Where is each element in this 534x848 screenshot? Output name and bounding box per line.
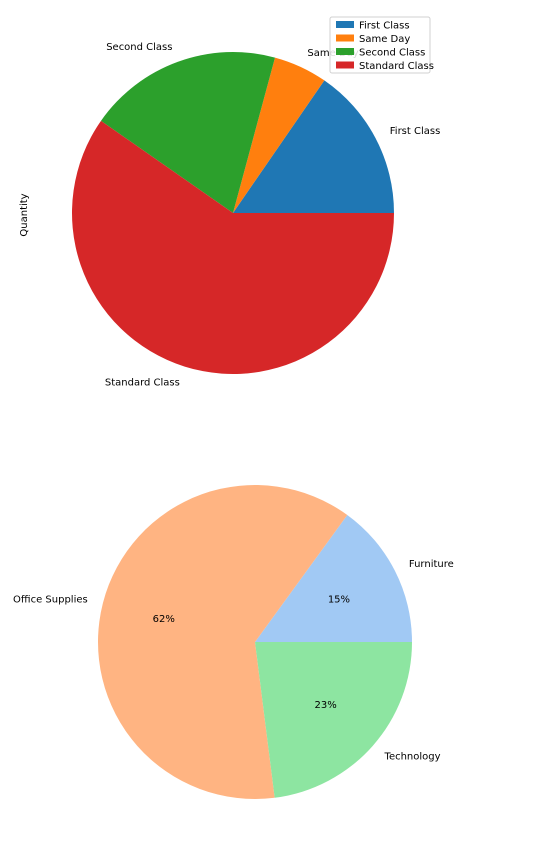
legend-label-second-class: Second Class bbox=[359, 48, 425, 59]
slice-technology bbox=[255, 642, 412, 798]
slice-same-day bbox=[233, 57, 325, 214]
slice-label-standard-class: Standard Class bbox=[105, 377, 180, 388]
legend-swatch-same-day bbox=[336, 34, 354, 42]
pie2-slices bbox=[98, 485, 413, 799]
legend-label-standard-class: Standard Class bbox=[359, 61, 434, 72]
legend-frame bbox=[329, 16, 431, 74]
slice-office-supplies bbox=[98, 485, 348, 799]
slice-first-class bbox=[233, 80, 394, 213]
slice-label-office-supplies: Office Supplies bbox=[13, 595, 88, 606]
legend: First Class Same Day Second Class Standard … bbox=[329, 16, 434, 74]
slice-furniture bbox=[255, 514, 413, 642]
pie2-labels: Furniture Office Supplies Technology bbox=[13, 559, 454, 763]
slice-label-technology: Technology bbox=[384, 752, 441, 763]
legend-label-first-class: First Class bbox=[359, 21, 410, 32]
slice-label-first-class: First Class bbox=[390, 126, 441, 137]
pct-label-furniture: 15% bbox=[328, 595, 350, 606]
legend-items: First Class Same Day Second Class Standard … bbox=[336, 21, 434, 72]
pie1-slices bbox=[72, 51, 394, 374]
legend-swatch-first-class bbox=[336, 21, 354, 28]
shipping-mode-pie-chart: First Class Same Day Second Class Standard … bbox=[19, 16, 441, 388]
legend-swatch-standard-class bbox=[336, 61, 354, 69]
slice-second-class bbox=[100, 51, 275, 213]
y-axis-label: Quantity bbox=[19, 193, 30, 236]
category-pie-chart: Furniture Office Supplies Technology 15% 62… bbox=[13, 485, 454, 799]
slice-label-second-class: Second Class bbox=[106, 42, 172, 53]
slice-standard-class bbox=[72, 120, 394, 374]
slice-label-furniture: Furniture bbox=[409, 559, 454, 570]
pct-label-office-supplies: 62% bbox=[153, 614, 175, 625]
legend-swatch-second-class bbox=[336, 48, 354, 55]
pct-label-technology: 23% bbox=[315, 700, 337, 711]
pie2-percent-labels: 15% 62% 23% bbox=[153, 595, 350, 711]
legend-label-same-day: Same Day bbox=[359, 34, 410, 45]
